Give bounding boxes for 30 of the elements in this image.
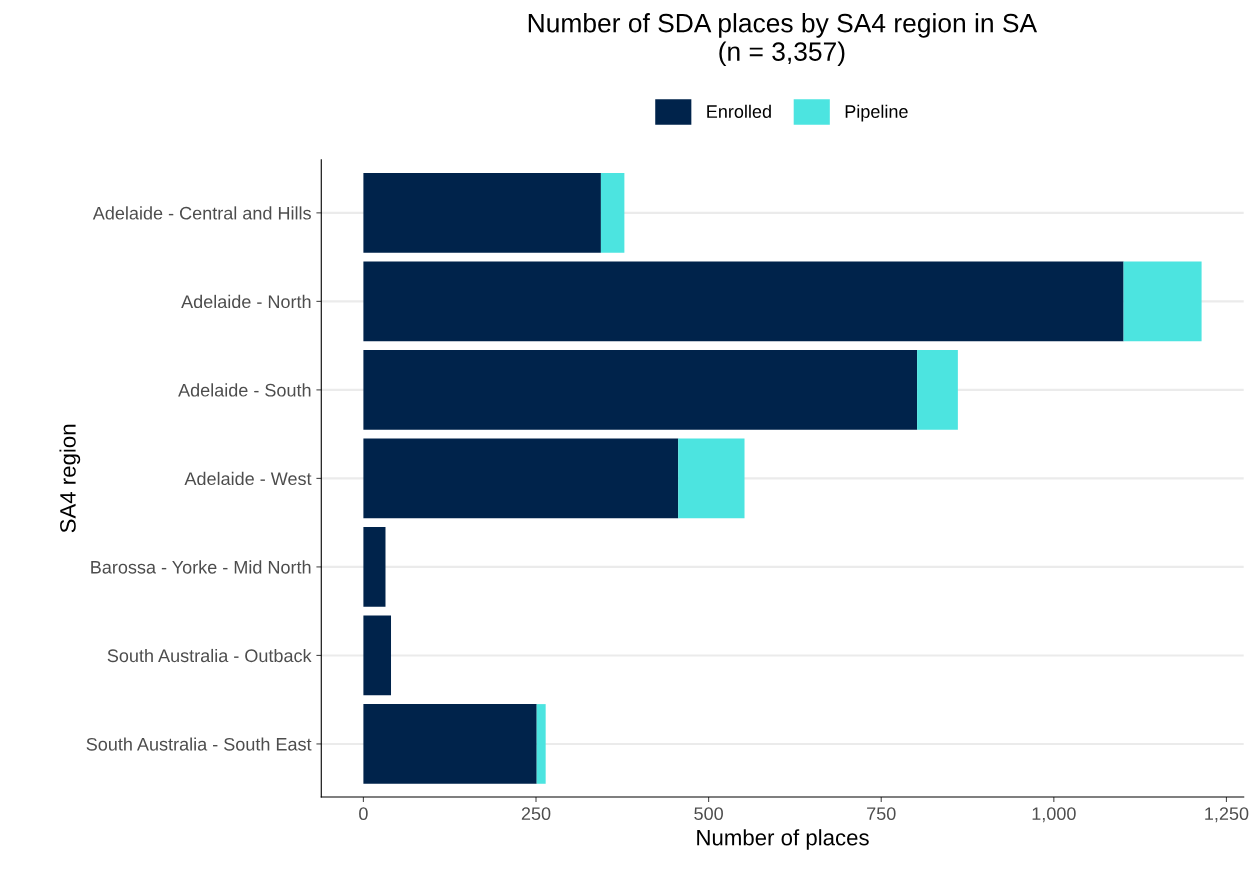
x-tick-label: 1,250 [1205, 807, 1249, 823]
bar [363, 527, 386, 607]
bar [678, 438, 745, 519]
y-axis-title: SA4 region [59, 424, 81, 533]
y-tick-label: Adelaide - North [181, 294, 311, 309]
y-tick-label: Adelaide - South [178, 383, 311, 397]
y-tick-label: South Australia - Outback [107, 648, 312, 663]
bar [363, 350, 918, 430]
bar [600, 173, 625, 253]
x-tick-label: 0 [359, 807, 368, 821]
bar [1123, 261, 1202, 342]
x-tick-label: 1,000 [1032, 807, 1076, 823]
bar [363, 704, 537, 784]
legend-label: Pipeline [845, 104, 908, 122]
x-tick-label: 750 [867, 807, 896, 821]
x-tick-label: 250 [521, 807, 551, 821]
y-tick-label: Barossa - Yorke - Mid North [91, 560, 311, 574]
x-axis-title: Number of places [697, 829, 869, 850]
y-tick-label: Adelaide - West [184, 471, 312, 486]
y-tick-label: South Australia - South East [86, 737, 312, 751]
legend-label: Enrolled [707, 104, 771, 118]
bar [536, 704, 546, 784]
bar [363, 615, 392, 696]
bar [363, 261, 1124, 342]
chart-title: Number of SDA places by SA4 region in SA (n = 3,357) [528, 13, 1038, 67]
x-tick-label: 500 [694, 807, 723, 821]
bar [363, 173, 601, 253]
y-tick-label: Adelaide - Central and Hills [92, 206, 311, 220]
bar [363, 438, 679, 519]
bar [917, 350, 958, 430]
